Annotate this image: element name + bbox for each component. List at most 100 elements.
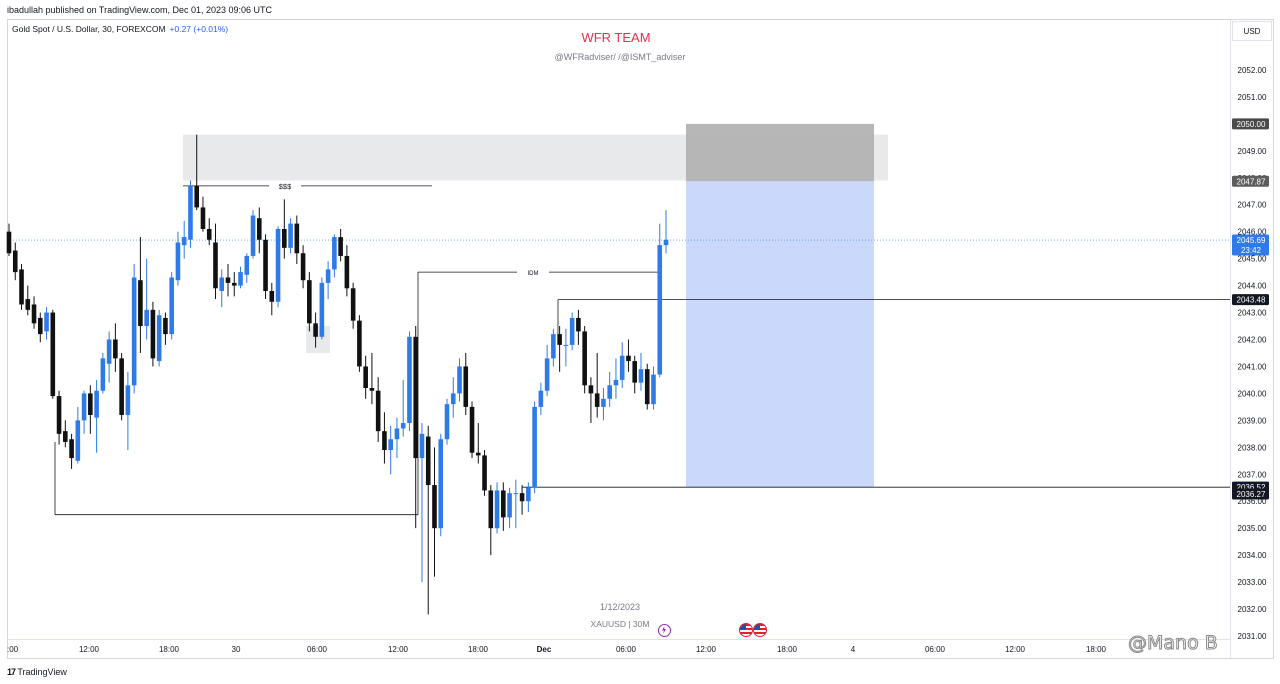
candle[interactable] (200, 207, 206, 229)
price-label-box[interactable] (1232, 234, 1269, 256)
candle[interactable] (125, 385, 131, 415)
candle[interactable] (369, 388, 375, 391)
candle[interactable] (175, 242, 181, 281)
candle[interactable] (269, 290, 275, 302)
lightning-icon[interactable] (658, 624, 671, 637)
candle[interactable] (150, 309, 156, 359)
candle[interactable] (275, 228, 281, 302)
candle[interactable] (63, 431, 68, 442)
candle[interactable] (632, 361, 638, 383)
candle[interactable] (113, 339, 118, 359)
candle[interactable] (319, 282, 325, 337)
candle[interactable] (332, 237, 337, 270)
candle[interactable] (644, 369, 650, 405)
candle[interactable] (594, 393, 600, 407)
candle[interactable] (37, 317, 43, 335)
candle[interactable] (457, 366, 462, 394)
candle[interactable] (569, 317, 575, 345)
price-label-box[interactable] (1232, 175, 1269, 187)
candle[interactable] (50, 312, 56, 397)
candle[interactable] (607, 385, 612, 399)
candle[interactable] (651, 374, 656, 405)
candle[interactable] (188, 185, 193, 240)
candle[interactable] (100, 358, 106, 391)
candle[interactable] (75, 420, 81, 461)
candle[interactable] (450, 393, 456, 405)
candle[interactable] (519, 493, 525, 502)
us-flag-icon[interactable] (753, 623, 767, 637)
candle[interactable] (350, 288, 356, 321)
candle[interactable] (551, 334, 556, 359)
candle[interactable] (231, 282, 237, 286)
candle[interactable] (12, 250, 18, 273)
candle[interactable] (482, 455, 487, 491)
candle[interactable] (544, 358, 550, 391)
candle[interactable] (344, 255, 350, 289)
candle[interactable] (375, 390, 381, 432)
candle[interactable] (475, 452, 481, 456)
currency-selector[interactable]: USD (1232, 21, 1272, 41)
candle[interactable] (313, 323, 318, 337)
candle[interactable] (294, 223, 300, 254)
candle[interactable] (119, 358, 124, 415)
candle[interactable] (88, 393, 93, 415)
candle[interactable] (194, 185, 200, 208)
candle[interactable] (657, 245, 663, 375)
candle[interactable] (357, 320, 362, 367)
candle[interactable] (131, 277, 137, 386)
candle[interactable] (488, 490, 494, 529)
candle[interactable] (507, 493, 512, 518)
candle[interactable] (6, 231, 12, 254)
candle[interactable] (394, 428, 400, 440)
candle[interactable] (419, 433, 425, 459)
candle[interactable] (81, 393, 87, 421)
candle[interactable] (444, 404, 450, 440)
candle[interactable] (532, 406, 537, 488)
candle[interactable] (638, 369, 644, 383)
annotation-label[interactable]: IDM (528, 271, 539, 277)
candle[interactable] (138, 280, 143, 327)
candle[interactable] (407, 336, 412, 424)
candle[interactable] (163, 317, 168, 335)
price-label-box[interactable] (1232, 118, 1269, 130)
candle[interactable] (307, 280, 312, 324)
candle[interactable] (338, 237, 343, 256)
candle[interactable] (244, 255, 250, 275)
candle[interactable] (56, 396, 62, 434)
candle[interactable] (219, 277, 225, 291)
us-flag-icon[interactable] (739, 623, 753, 637)
candle[interactable] (382, 431, 387, 451)
candle[interactable] (513, 493, 519, 495)
candle[interactable] (300, 253, 306, 281)
candle[interactable] (388, 439, 393, 451)
candle[interactable] (526, 487, 531, 502)
candle[interactable] (238, 272, 243, 286)
candle[interactable] (463, 366, 469, 407)
candle[interactable] (288, 223, 293, 248)
candle[interactable] (325, 269, 331, 283)
candle[interactable] (25, 299, 31, 310)
candle[interactable] (19, 269, 24, 305)
candle[interactable] (256, 218, 262, 240)
candle[interactable] (156, 315, 162, 362)
candle[interactable] (588, 385, 594, 394)
candle[interactable] (501, 490, 506, 518)
candle[interactable] (282, 228, 287, 248)
candle[interactable] (94, 390, 99, 418)
candle[interactable] (601, 398, 606, 407)
candle[interactable] (619, 355, 625, 380)
candle[interactable] (213, 242, 218, 289)
candle[interactable] (31, 304, 37, 324)
candle[interactable] (663, 239, 669, 246)
stop-zone[interactable] (686, 123, 874, 182)
candle[interactable] (563, 344, 569, 346)
candle[interactable] (106, 339, 112, 364)
candle[interactable] (469, 406, 475, 453)
candle[interactable] (400, 423, 406, 429)
candle[interactable] (225, 277, 231, 283)
candle[interactable] (250, 215, 256, 256)
price-label-box[interactable] (1232, 294, 1269, 306)
candle[interactable] (144, 309, 149, 327)
price-label-box[interactable] (1232, 488, 1269, 500)
